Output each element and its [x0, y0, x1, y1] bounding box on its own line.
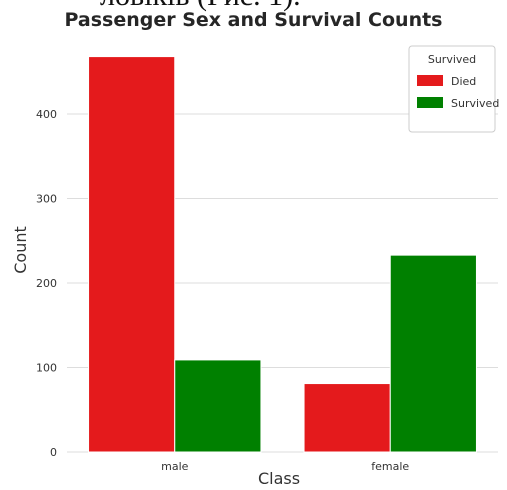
y-tick-label: 400: [36, 108, 57, 121]
y-tick-label: 200: [36, 277, 57, 290]
x-tick-label: male: [161, 460, 189, 473]
legend-title: Survived: [428, 53, 476, 66]
bars: [88, 56, 477, 453]
y-tick-label: 0: [50, 446, 57, 459]
x-tick-label: female: [371, 460, 409, 473]
y-tick-label: 100: [36, 362, 57, 375]
x-axis-label: Class: [258, 469, 300, 488]
legend-label-died: Died: [451, 75, 476, 88]
y-tick-labels: 0 100 200 300 400: [36, 108, 57, 459]
legend-swatch-died: [417, 75, 443, 86]
x-tick-labels: male female: [161, 460, 409, 473]
bar-female-survived: [389, 254, 477, 453]
legend-box: [408, 45, 496, 133]
legend-swatch-survived: [417, 97, 443, 108]
page-text-fragment: ловіків (Рис. 1).: [100, 0, 301, 13]
y-tick-label: 300: [36, 193, 57, 206]
bar-female-died: [303, 383, 391, 453]
chart-title: Passenger Sex and Survival Counts: [64, 9, 443, 31]
y-axis-label: Count: [11, 226, 30, 274]
bar-male-survived: [174, 359, 262, 453]
bar-male-died: [88, 56, 176, 453]
legend: Survived Died Survived: [408, 45, 499, 133]
legend-label-survived: Survived: [451, 97, 499, 110]
